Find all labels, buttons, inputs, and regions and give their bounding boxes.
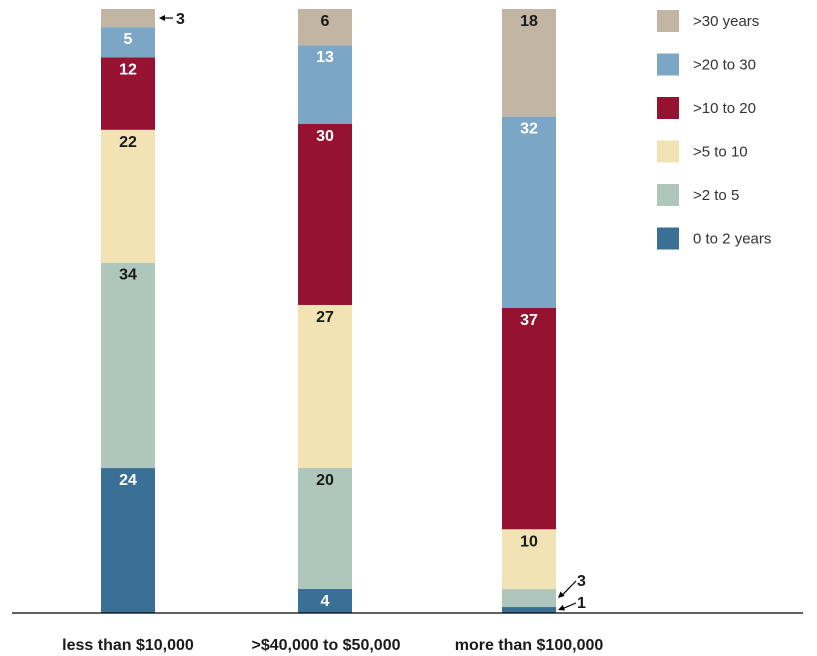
- legend-label: 0 to 2 years: [693, 231, 771, 248]
- bar-segment: [502, 607, 556, 613]
- category-label: less than $10,000: [62, 637, 194, 654]
- value-label: 4: [321, 593, 330, 610]
- bar-segment: [101, 129, 155, 263]
- value-label: 12: [119, 61, 137, 78]
- value-label: 37: [520, 312, 538, 329]
- bar-segment: [101, 262, 155, 469]
- bar-segment: [101, 57, 155, 130]
- legend-swatch: [657, 53, 679, 76]
- legend-swatch: [657, 10, 679, 32]
- legend-label: >30 years: [693, 13, 759, 30]
- annotation-arrowhead: [558, 604, 565, 611]
- value-label: 10: [520, 533, 538, 550]
- legend-swatch: [657, 97, 679, 119]
- annotation-arrowhead: [159, 15, 165, 22]
- bar-segment: [101, 9, 155, 28]
- value-label: 32: [520, 121, 538, 138]
- legend-swatch: [657, 184, 679, 206]
- value-label: 5: [124, 31, 133, 48]
- annotation-arrow: [560, 580, 577, 597]
- bar-segment: [298, 304, 352, 469]
- value-label: 20: [316, 472, 334, 489]
- value-label: 3: [577, 573, 586, 590]
- category-label: more than $100,000: [455, 637, 604, 654]
- bar-segment: [298, 9, 352, 46]
- legend-label: >5 to 10: [693, 144, 748, 161]
- bar-segment: [502, 308, 556, 530]
- legend-label: >2 to 5: [693, 187, 739, 204]
- bar-segment: [502, 589, 556, 608]
- value-label: 24: [119, 472, 137, 489]
- bar-segment: [101, 27, 155, 58]
- bar-segment: [298, 588, 352, 613]
- value-label: 3: [176, 11, 185, 28]
- value-label: 34: [119, 267, 137, 284]
- bar-segment: [502, 529, 556, 590]
- legend-label: >20 to 30: [693, 57, 756, 74]
- value-label: 13: [316, 49, 334, 66]
- category-label: >$40,000 to $50,000: [251, 637, 400, 654]
- bar-segment: [101, 468, 155, 613]
- category-labels: less than $10,000 >$40,000 to $50,000 more…: [62, 637, 603, 654]
- value-label: 27: [316, 309, 334, 326]
- value-label: 6: [321, 13, 330, 30]
- value-label: 1: [577, 595, 586, 612]
- bar-segment: [298, 468, 352, 589]
- bar-segment: [502, 9, 556, 117]
- legend-swatch: [657, 227, 679, 250]
- legend-label: >10 to 20: [693, 100, 756, 117]
- value-label: 22: [119, 134, 137, 151]
- bar-segment: [298, 45, 352, 124]
- value-label: 30: [316, 128, 334, 145]
- bar-segment: [298, 123, 352, 305]
- value-label: 18: [520, 13, 538, 30]
- bar-segment: [502, 116, 556, 309]
- legend: >30 years >20 to 30 >10 to 20 >5 to 10 >2 to…: [657, 10, 771, 250]
- annotation-arrowhead: [558, 591, 565, 599]
- legend-swatch: [657, 140, 679, 163]
